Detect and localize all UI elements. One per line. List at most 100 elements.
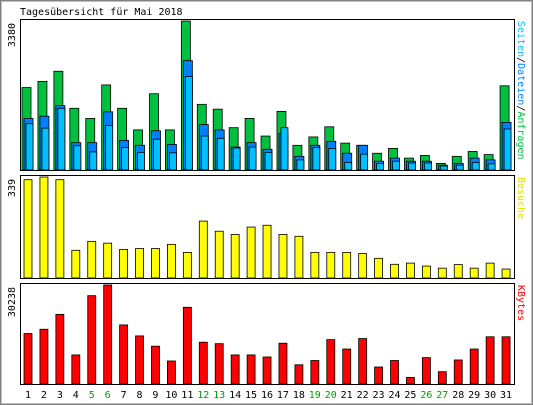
bar-hits-seiten-15: [248, 146, 257, 171]
legend-entry-hits-1: /: [515, 57, 526, 63]
bar-visits-16: [262, 224, 272, 279]
bar-visits-12: [198, 220, 208, 279]
bar-visits-13: [214, 230, 224, 279]
bar-kbytes-29: [469, 348, 479, 385]
bar-visits-20: [326, 251, 336, 279]
legend-entry-hits-3: /: [515, 105, 526, 111]
bar-kbytes-23: [374, 366, 383, 385]
x-tick-label-23: 23: [373, 390, 385, 401]
bar-hits-seiten-30: [487, 163, 496, 171]
panel-hits-legend: Seiten/Dateien/Anfragen: [515, 21, 526, 160]
x-tick-label-31: 31: [500, 390, 512, 401]
x-tick-label-27: 27: [436, 390, 448, 401]
panel-visits-legend: Besuche: [515, 177, 526, 219]
bar-kbytes-28: [453, 359, 463, 385]
bar-kbytes-13: [214, 343, 224, 385]
bar-hits-seiten-9: [153, 138, 161, 171]
bar-visits-29: [469, 267, 479, 279]
x-tick-label-16: 16: [261, 390, 273, 401]
bar-kbytes-8: [135, 335, 144, 385]
bar-kbytes-30: [485, 336, 495, 385]
bar-kbytes-7: [119, 324, 129, 385]
bar-hits-seiten-21: [344, 162, 353, 171]
x-tick-label-6: 6: [105, 390, 111, 401]
bar-kbytes-18: [294, 364, 304, 385]
legend-entry-visits-0: Besuche: [515, 177, 526, 219]
x-tick-label-15: 15: [245, 390, 257, 401]
x-tick-label-7: 7: [121, 390, 127, 401]
bar-hits-seiten-1: [25, 123, 34, 171]
bar-visits-2: [39, 176, 49, 279]
bar-hits-seiten-5: [89, 151, 98, 171]
bar-kbytes-19: [310, 360, 320, 385]
bar-kbytes-14: [230, 354, 240, 385]
bar-hits-seiten-26: [423, 162, 432, 171]
bar-visits-24: [390, 263, 399, 279]
legend-entry-hits-2: Dateien: [515, 63, 526, 105]
bar-visits-27: [437, 267, 447, 279]
bar-kbytes-26: [421, 357, 431, 385]
bar-hits-seiten-6: [105, 125, 114, 171]
bar-kbytes-12: [198, 341, 208, 385]
x-tick-label-9: 9: [152, 390, 158, 401]
bar-hits-seiten-16: [264, 151, 273, 171]
x-tick-label-11: 11: [181, 390, 193, 401]
bar-hits-seiten-20: [328, 147, 337, 171]
bar-visits-14: [230, 234, 240, 279]
bar-visits-22: [358, 253, 368, 279]
bar-visits-19: [310, 251, 320, 279]
bar-visits-28: [453, 264, 463, 279]
bar-hits-seiten-10: [169, 152, 177, 171]
bar-kbytes-4: [71, 354, 81, 385]
bar-hits-seiten-11: [184, 76, 193, 171]
bar-kbytes-17: [278, 342, 288, 385]
bar-kbytes-22: [358, 338, 368, 385]
x-tick-label-13: 13: [213, 390, 225, 401]
x-tick-label-2: 2: [41, 390, 47, 401]
bar-hits-seiten-2: [41, 127, 50, 171]
bar-hits-seiten-31: [503, 128, 512, 171]
bar-visits-9: [151, 248, 160, 279]
bar-visits-8: [135, 248, 144, 279]
bar-hits-seiten-24: [392, 160, 400, 171]
legend-entry-hits-4: Anfragen: [515, 111, 526, 159]
bar-kbytes-31: [501, 336, 511, 385]
bar-kbytes-10: [167, 360, 176, 385]
bar-visits-23: [374, 257, 383, 279]
x-tick-label-5: 5: [89, 390, 95, 401]
bar-hits-seiten-19: [312, 147, 321, 171]
x-tick-label-29: 29: [468, 390, 480, 401]
bar-hits-seiten-25: [408, 162, 416, 171]
bar-hits-seiten-3: [57, 107, 66, 171]
bar-visits-25: [406, 262, 415, 279]
panel-kbytes-legend: KBytes: [515, 285, 526, 321]
bar-kbytes-5: [87, 295, 97, 385]
x-tick-label-26: 26: [420, 390, 432, 401]
x-tick-label-4: 4: [73, 390, 79, 401]
bar-visits-26: [421, 265, 431, 279]
bar-hits-seiten-13: [216, 137, 225, 171]
bar-kbytes-25: [406, 377, 415, 385]
legend-entry-kbytes-0: KBytes: [515, 285, 526, 321]
bar-kbytes-20: [326, 339, 336, 385]
bar-hits-seiten-29: [471, 162, 480, 171]
bar-hits-seiten-14: [232, 147, 241, 171]
panel-kbytes-ymax-label: 30238: [7, 287, 18, 317]
x-tick-label-10: 10: [165, 390, 177, 401]
bar-hits-seiten-18: [296, 159, 305, 171]
bar-visits-7: [119, 248, 129, 279]
bar-hits-seiten-8: [137, 151, 145, 171]
bar-hits-seiten-12: [200, 135, 209, 171]
bar-visits-4: [71, 249, 81, 279]
bar-visits-1: [23, 179, 33, 279]
bar-kbytes-3: [55, 313, 65, 385]
bar-visits-17: [278, 234, 288, 279]
x-tick-label-8: 8: [137, 390, 143, 401]
bar-visits-21: [342, 251, 352, 279]
bar-visits-5: [87, 240, 97, 279]
bar-kbytes-15: [246, 354, 256, 385]
bar-kbytes-1: [23, 333, 33, 385]
bar-hits-seiten-28: [455, 164, 464, 171]
